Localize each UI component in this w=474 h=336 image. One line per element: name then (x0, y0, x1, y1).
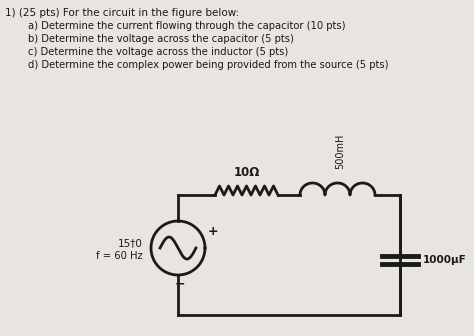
Text: −: − (175, 278, 185, 291)
Text: f = 60 Hz: f = 60 Hz (96, 251, 143, 261)
Text: d) Determine the complex power being provided from the source (5 pts): d) Determine the complex power being pro… (28, 60, 389, 70)
Text: 500mH: 500mH (336, 134, 346, 169)
Text: 1) (25 pts) For the circuit in the figure below:: 1) (25 pts) For the circuit in the figur… (5, 8, 239, 18)
Text: a) Determine the current flowing through the capacitor (10 pts): a) Determine the current flowing through… (28, 21, 346, 31)
Text: 10Ω: 10Ω (233, 166, 260, 179)
Text: +: + (208, 225, 219, 238)
Text: 1000μF: 1000μF (423, 255, 467, 265)
Text: b) Determine the voltage across the capacitor (5 pts): b) Determine the voltage across the capa… (28, 34, 294, 44)
Text: 15†0: 15†0 (118, 238, 143, 248)
Text: c) Determine the voltage across the inductor (5 pts): c) Determine the voltage across the indu… (28, 47, 288, 57)
